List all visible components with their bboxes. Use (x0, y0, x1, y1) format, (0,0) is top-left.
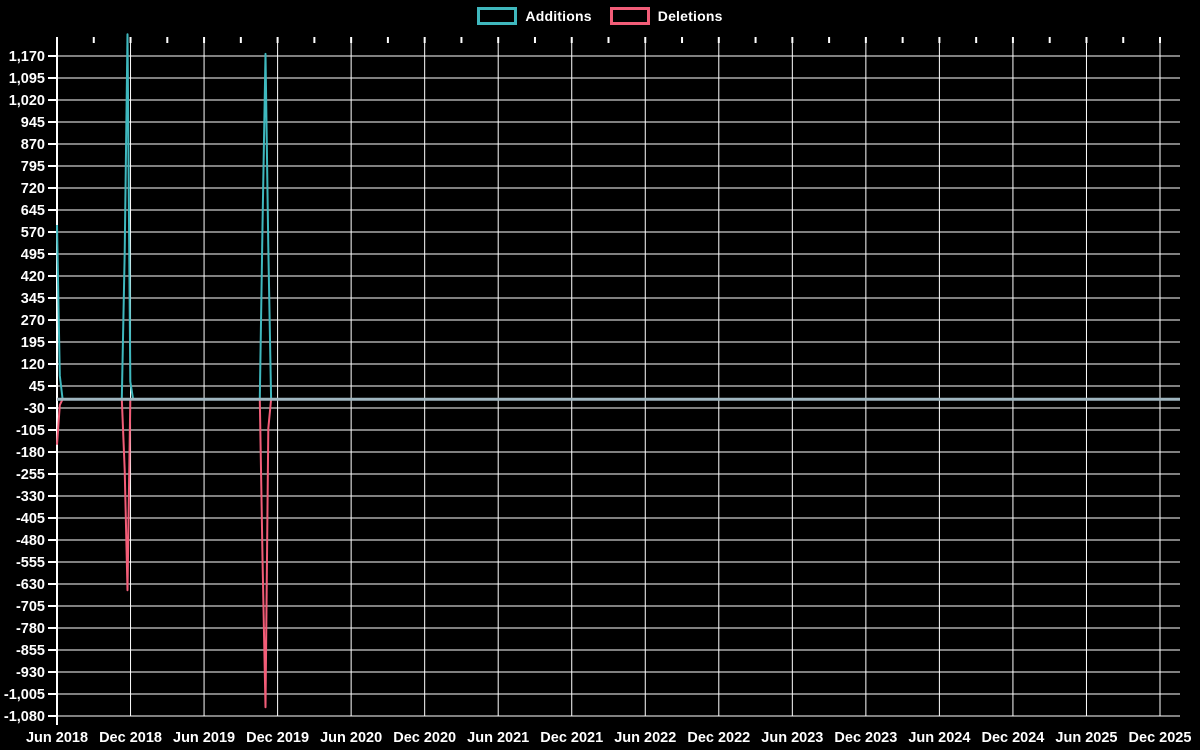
legend-item-deletions[interactable]: Deletions (609, 7, 723, 25)
x-tick-label: Jun 2025 (1055, 730, 1117, 746)
y-tick-label: 1,095 (9, 71, 45, 87)
x-tick-label: Dec 2019 (246, 730, 309, 746)
legend-label-deletions: Deletions (657, 8, 723, 24)
x-tick-label: Dec 2020 (393, 730, 456, 746)
y-tick-label: -1,005 (4, 687, 45, 703)
additions-line (56, 33, 1180, 401)
y-tick-label: -330 (16, 489, 45, 505)
y-tick-label: -105 (16, 423, 45, 439)
x-tick-label: Jun 2020 (320, 730, 382, 746)
y-tick-label: -630 (16, 577, 45, 593)
y-tick-label: 645 (21, 203, 45, 219)
y-tick-label: 120 (21, 357, 45, 373)
x-tick-label: Dec 2025 (1129, 730, 1192, 746)
x-tick-label: Jun 2022 (614, 730, 676, 746)
x-tick-label: Jun 2023 (761, 730, 823, 746)
y-tick-label: 270 (21, 313, 45, 329)
x-tick-label: Jun 2024 (908, 730, 970, 746)
y-tick-label: -555 (16, 555, 45, 571)
y-tick-label: -180 (16, 445, 45, 461)
y-tick-label: -855 (16, 643, 45, 659)
additions-swatch-icon (477, 7, 518, 25)
y-tick-label: -930 (16, 665, 45, 681)
deletions-line (56, 398, 1180, 709)
y-tick-label: 720 (21, 181, 45, 197)
x-tick-label: Dec 2018 (99, 730, 162, 746)
x-tick-label: Dec 2023 (834, 730, 897, 746)
y-tick-label: 945 (21, 115, 45, 131)
y-tick-label: 1,020 (9, 93, 45, 109)
y-tick-label: -1,080 (4, 709, 45, 725)
y-tick-label: 495 (21, 247, 45, 263)
y-tick-label: 795 (21, 159, 45, 175)
y-tick-label: 870 (21, 137, 45, 153)
legend-label-additions: Additions (525, 8, 592, 24)
x-tick-label: Jun 2018 (26, 730, 88, 746)
y-tick-label: 45 (29, 379, 45, 395)
x-tick-label: Dec 2022 (687, 730, 750, 746)
y-tick-label: 345 (21, 291, 45, 307)
legend-item-additions[interactable]: Additions (477, 7, 592, 25)
y-tick-label: 570 (21, 225, 45, 241)
y-tick-label: -405 (16, 511, 45, 527)
x-tick-label: Dec 2021 (540, 730, 603, 746)
y-tick-label: 420 (21, 269, 45, 285)
y-tick-label: -30 (24, 401, 45, 417)
y-tick-label: 195 (21, 335, 45, 351)
x-tick-label: Jun 2021 (467, 730, 529, 746)
y-tick-label: -780 (16, 621, 45, 637)
chart-legend: Additions Deletions (0, 7, 1200, 25)
y-tick-label: 1,170 (9, 49, 45, 65)
y-tick-label: -480 (16, 533, 45, 549)
x-tick-label: Dec 2024 (981, 730, 1044, 746)
y-tick-label: -705 (16, 599, 45, 615)
y-tick-label: -255 (16, 467, 45, 483)
deletions-swatch-icon (609, 7, 650, 25)
x-tick-label: Jun 2019 (173, 730, 235, 746)
